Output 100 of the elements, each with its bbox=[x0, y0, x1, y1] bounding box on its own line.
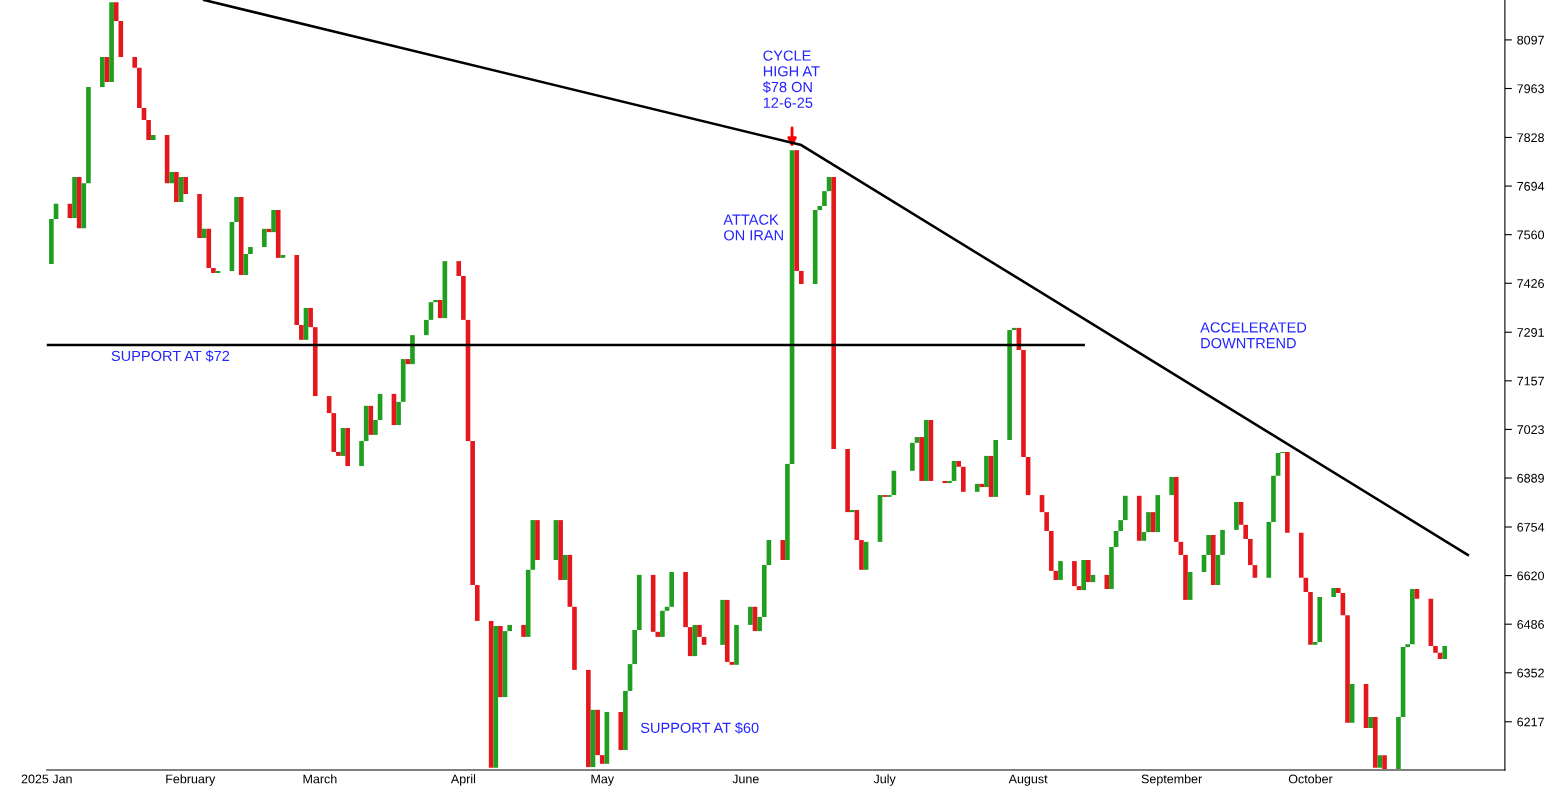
candlestick bbox=[572, 606, 577, 670]
candlestick bbox=[1368, 717, 1373, 728]
candlestick bbox=[720, 599, 725, 645]
candlestick bbox=[831, 177, 837, 450]
x-tick-label: February bbox=[166, 774, 216, 786]
candlestick bbox=[109, 2, 114, 82]
y-tick-label: 7828 bbox=[1517, 133, 1544, 143]
candlestick bbox=[81, 183, 87, 229]
candlestick bbox=[734, 624, 739, 665]
candlestick bbox=[1442, 645, 1448, 660]
candlestick bbox=[113, 2, 119, 22]
y-tick-label: 7560 bbox=[1517, 230, 1545, 240]
candlestick bbox=[498, 626, 503, 698]
candlestick bbox=[697, 624, 702, 637]
candlestick bbox=[521, 624, 526, 637]
candlestick bbox=[993, 439, 999, 497]
candlestick bbox=[1234, 501, 1239, 530]
candlestick bbox=[308, 307, 313, 328]
annotation: SUPPORT AT $60 bbox=[640, 722, 759, 734]
candlestick bbox=[947, 480, 952, 484]
y-tick-label: 7291 bbox=[1517, 328, 1544, 337]
candlestick bbox=[1345, 615, 1350, 723]
y-tick-label: 7963 bbox=[1517, 84, 1544, 94]
candlestick bbox=[655, 631, 661, 637]
candlestick bbox=[780, 540, 786, 560]
candlestick bbox=[1317, 597, 1323, 642]
candlestick bbox=[100, 56, 105, 88]
candlestick bbox=[785, 463, 790, 560]
y-tick-label: 6754 bbox=[1517, 522, 1545, 532]
candlestick bbox=[562, 554, 568, 580]
candlestick bbox=[72, 177, 77, 218]
candlestick bbox=[1312, 641, 1318, 645]
candlestick bbox=[942, 480, 948, 484]
candlestick bbox=[729, 661, 735, 665]
candlestick bbox=[1308, 591, 1313, 645]
candlestick bbox=[396, 401, 401, 426]
candlestick bbox=[437, 299, 443, 319]
candlestick bbox=[1058, 561, 1063, 580]
x-tick-label: April bbox=[450, 774, 476, 786]
candlestick bbox=[1021, 350, 1026, 457]
candlestick bbox=[461, 276, 466, 320]
candlestick bbox=[169, 171, 175, 184]
candlestick bbox=[294, 254, 300, 325]
candlestick bbox=[1169, 476, 1174, 496]
candlestick bbox=[1210, 534, 1216, 586]
candlestick bbox=[1271, 475, 1276, 522]
candlestick bbox=[312, 327, 318, 397]
candlestick bbox=[599, 755, 605, 764]
candlestick bbox=[956, 460, 961, 467]
candlestick bbox=[1433, 645, 1438, 653]
candlestick bbox=[299, 324, 304, 340]
candlestick bbox=[1072, 561, 1077, 587]
candlestick bbox=[1220, 529, 1225, 555]
candlestick bbox=[1141, 532, 1147, 541]
candlestick bbox=[1123, 495, 1128, 521]
candlestick bbox=[845, 449, 850, 513]
candlestick bbox=[271, 210, 276, 233]
candlestick bbox=[137, 67, 142, 109]
candlestick bbox=[859, 540, 864, 570]
candlestick bbox=[1104, 574, 1110, 590]
candlestick bbox=[1109, 546, 1114, 590]
x-tick-label: March bbox=[303, 774, 337, 784]
x-tick-label: September bbox=[1141, 774, 1202, 786]
candlestick bbox=[424, 319, 429, 336]
y-tick-label: 7426 bbox=[1517, 279, 1544, 288]
candlestick bbox=[632, 630, 637, 665]
y-tick-label: 6889 bbox=[1517, 473, 1544, 483]
candlestick bbox=[1183, 554, 1188, 600]
candlestick bbox=[817, 206, 823, 210]
candlestick bbox=[794, 150, 799, 271]
candlestick bbox=[410, 335, 415, 365]
candlestick bbox=[1081, 560, 1086, 591]
candlestick bbox=[234, 196, 239, 222]
candlestick bbox=[1048, 530, 1054, 571]
candlestick bbox=[849, 509, 855, 513]
candlestick bbox=[623, 690, 628, 751]
candlestick bbox=[1382, 755, 1387, 769]
candlestick bbox=[345, 427, 350, 467]
candlestick bbox=[530, 520, 536, 570]
candlestick bbox=[636, 574, 642, 630]
candlestick bbox=[822, 191, 827, 207]
candlestick bbox=[1335, 587, 1341, 594]
candlestick bbox=[1243, 524, 1248, 539]
candlestick bbox=[146, 120, 151, 140]
candlestick bbox=[493, 626, 499, 768]
candlestick bbox=[1044, 512, 1049, 531]
candlestick bbox=[456, 261, 462, 277]
candlestick bbox=[798, 270, 804, 284]
candlestick bbox=[280, 254, 286, 258]
candlestick bbox=[49, 219, 54, 265]
candlestick bbox=[595, 709, 600, 756]
candlestick bbox=[748, 606, 753, 625]
annotation: SUPPORT AT $72 bbox=[111, 350, 230, 362]
candlestick bbox=[724, 599, 730, 662]
candlestick bbox=[910, 442, 915, 471]
candlestick bbox=[1372, 717, 1378, 768]
candlestick bbox=[211, 268, 216, 274]
candlestick bbox=[336, 451, 341, 456]
y-tick-label: 7157 bbox=[1517, 376, 1544, 386]
candlestick bbox=[1247, 538, 1253, 566]
